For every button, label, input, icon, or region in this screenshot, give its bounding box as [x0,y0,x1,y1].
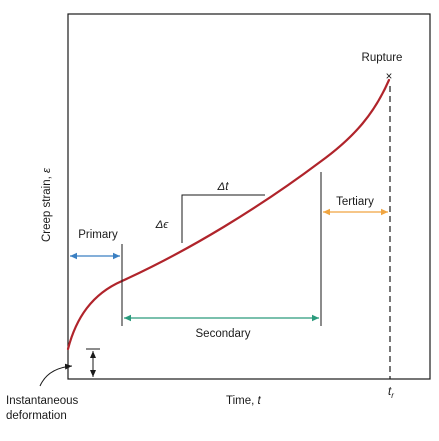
primary-label: Primary [78,229,118,241]
rupture-time-main: t [388,386,392,398]
y-axis-symbol: ε [41,167,53,173]
rupture-marker: × [386,71,393,83]
y-axis-text: Creep strain, [41,173,53,242]
x-axis-text: Time, [226,395,258,407]
rupture-time-label: tr [388,386,394,400]
x-axis-symbol: t [258,395,262,407]
instantaneous-label-line2: deformation [6,410,67,422]
plot-frame [67,13,431,380]
rupture-time-sub: r [391,391,394,400]
delta-t-label: Δt [217,181,230,193]
creep-curve [66,78,391,351]
slope-triangle [181,194,265,243]
tertiary-label: Tertiary [336,196,374,208]
x-axis-label: Time, t [226,395,262,407]
instantaneous-label-line1: Instantaneous [6,395,79,407]
instantaneous-pointer [39,363,73,387]
y-axis-label: Creep strain, ε [41,167,53,242]
rupture-label: Rupture [362,52,403,64]
secondary-label: Secondary [196,328,251,340]
delta-epsilon-label: Δϵ [155,219,170,231]
